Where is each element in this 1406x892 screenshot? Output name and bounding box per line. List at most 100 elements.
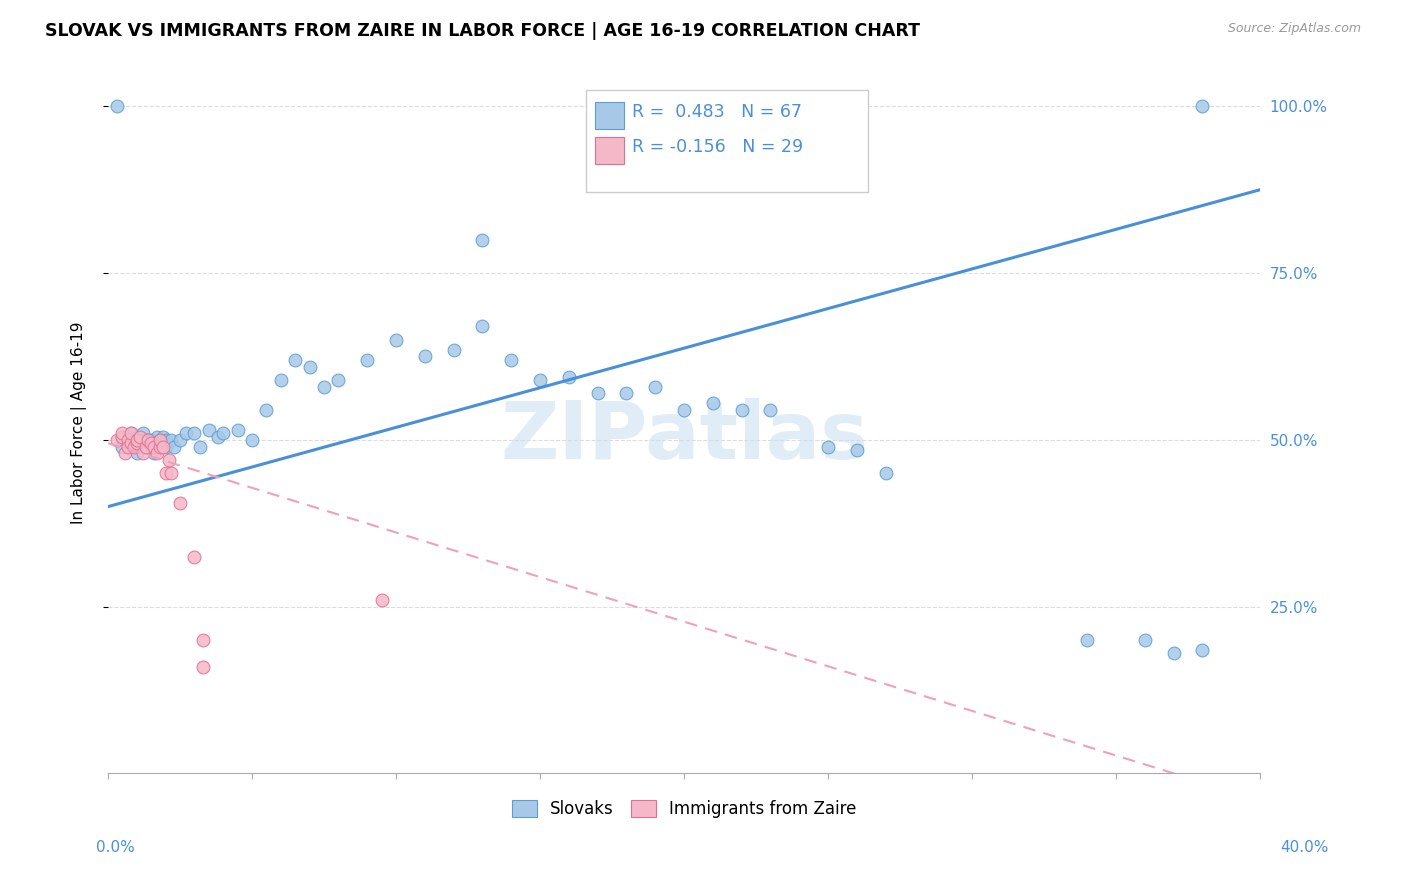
FancyBboxPatch shape <box>586 90 869 192</box>
Point <box>183 549 205 564</box>
Point <box>558 369 581 384</box>
Legend: Slovaks, Immigrants from Zaire: Slovaks, Immigrants from Zaire <box>505 793 863 824</box>
Text: R =  0.483   N = 67: R = 0.483 N = 67 <box>633 103 803 120</box>
Point <box>111 440 134 454</box>
Point <box>875 467 897 481</box>
Point <box>131 426 153 441</box>
Point <box>191 633 214 648</box>
Point <box>845 442 868 457</box>
Point <box>111 429 134 443</box>
Text: R = -0.156   N = 29: R = -0.156 N = 29 <box>633 137 803 155</box>
Point <box>385 333 408 347</box>
Point <box>370 593 392 607</box>
Point <box>1076 633 1098 648</box>
Point <box>138 440 160 454</box>
Point <box>128 436 150 450</box>
Point <box>134 436 156 450</box>
Point <box>673 402 696 417</box>
Point <box>191 659 214 673</box>
Point <box>114 446 136 460</box>
Point <box>143 440 166 454</box>
Point <box>143 440 166 454</box>
Point <box>1191 99 1213 113</box>
Y-axis label: In Labor Force | Age 16-19: In Labor Force | Age 16-19 <box>72 322 87 524</box>
Point <box>117 433 139 447</box>
Point <box>284 352 307 367</box>
Point <box>1133 633 1156 648</box>
Point <box>160 433 183 447</box>
Point <box>105 433 128 447</box>
Bar <box>595 137 624 164</box>
Point <box>188 440 211 454</box>
Point <box>122 440 145 454</box>
Point <box>256 402 278 417</box>
Point <box>146 429 169 443</box>
Point <box>155 440 177 454</box>
Point <box>152 440 174 454</box>
Point <box>1163 646 1185 660</box>
Point <box>443 343 465 357</box>
Point <box>117 440 139 454</box>
Point <box>125 429 148 443</box>
Point <box>1191 643 1213 657</box>
Point <box>134 433 156 447</box>
Point <box>120 426 142 441</box>
Text: Source: ZipAtlas.com: Source: ZipAtlas.com <box>1227 22 1361 36</box>
Point <box>413 350 436 364</box>
Point <box>105 99 128 113</box>
Point <box>501 352 523 367</box>
Point <box>120 436 142 450</box>
Point <box>270 373 292 387</box>
Point <box>226 423 249 437</box>
Point <box>141 433 163 447</box>
Point <box>356 352 378 367</box>
Point <box>529 373 551 387</box>
Point <box>146 446 169 460</box>
Bar <box>595 103 624 129</box>
Point <box>125 433 148 447</box>
Point <box>169 496 191 510</box>
Point <box>616 386 638 401</box>
Point <box>111 426 134 441</box>
Point <box>163 440 186 454</box>
Point <box>198 423 221 437</box>
Point <box>149 433 172 447</box>
Point <box>149 440 172 454</box>
Point <box>817 440 839 454</box>
Point <box>128 429 150 443</box>
Point <box>212 426 235 441</box>
Point <box>240 433 263 447</box>
Point <box>120 436 142 450</box>
Point <box>471 233 494 247</box>
Point <box>586 386 609 401</box>
Point <box>169 433 191 447</box>
Point <box>730 402 752 417</box>
Point <box>155 433 177 447</box>
Point <box>298 359 321 374</box>
Point <box>149 433 172 447</box>
Point <box>328 373 350 387</box>
Point <box>155 467 177 481</box>
Point <box>122 433 145 447</box>
Point <box>138 433 160 447</box>
Text: 40.0%: 40.0% <box>1281 839 1329 855</box>
Point <box>131 433 153 447</box>
Point <box>644 379 666 393</box>
Point <box>125 446 148 460</box>
Point <box>759 402 782 417</box>
Point <box>471 319 494 334</box>
Text: 0.0%: 0.0% <box>96 839 135 855</box>
Point <box>128 429 150 443</box>
Point <box>138 433 160 447</box>
Point <box>160 467 183 481</box>
Text: ZIPatlas: ZIPatlas <box>501 398 868 476</box>
Point <box>143 446 166 460</box>
Point <box>117 433 139 447</box>
Point <box>131 446 153 460</box>
Text: SLOVAK VS IMMIGRANTS FROM ZAIRE IN LABOR FORCE | AGE 16-19 CORRELATION CHART: SLOVAK VS IMMIGRANTS FROM ZAIRE IN LABOR… <box>45 22 920 40</box>
Point <box>152 429 174 443</box>
Point <box>174 426 197 441</box>
Point <box>141 436 163 450</box>
Point <box>111 429 134 443</box>
Point <box>120 426 142 441</box>
